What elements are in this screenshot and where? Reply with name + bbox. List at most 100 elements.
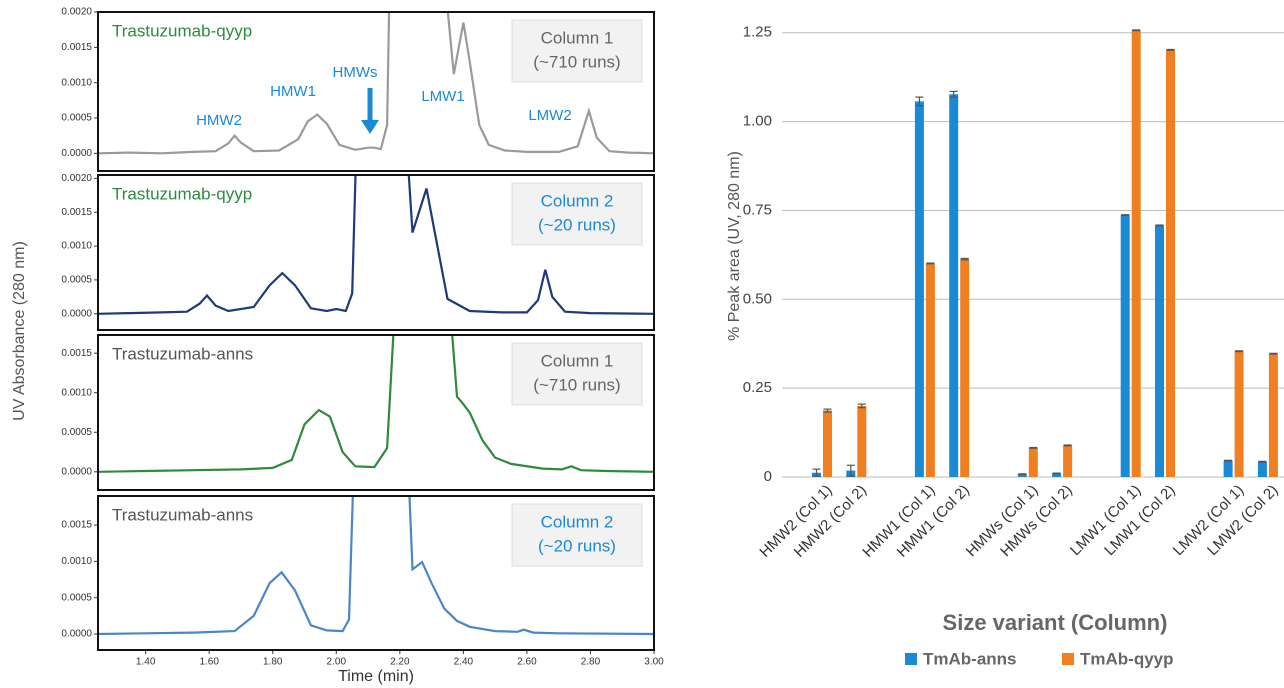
legend-label: TmAb-qyyp xyxy=(1080,649,1174,668)
x-tick-label: 2.20 xyxy=(390,657,410,668)
panel-frame xyxy=(97,11,655,172)
bar xyxy=(1028,447,1038,477)
error-bar xyxy=(915,96,924,107)
column-label: Column 2 xyxy=(541,191,614,210)
x-tick-label: 2.80 xyxy=(581,657,601,668)
error-bar xyxy=(1018,473,1027,476)
bar xyxy=(1155,225,1164,477)
y-tick-label: 0.0005 xyxy=(61,427,92,438)
trace xyxy=(98,175,654,315)
x-axis-label: Time (min) xyxy=(338,668,414,685)
panel-frame xyxy=(97,495,655,651)
peak-label: HMWs xyxy=(333,64,378,81)
y-tick-label: 0.0010 xyxy=(61,241,92,252)
y-tick-label: 0.0005 xyxy=(61,275,92,286)
legend-label: TmAb-anns xyxy=(923,649,1017,668)
column-label: Column 1 xyxy=(541,351,614,370)
trace xyxy=(98,496,654,636)
peak-label: LMW2 xyxy=(528,107,571,124)
y-tick-label: 0.0020 xyxy=(61,173,92,184)
bar xyxy=(1120,215,1130,477)
error-bar xyxy=(812,468,821,477)
legend-swatch xyxy=(1062,653,1074,665)
y-tick-label: 0.0000 xyxy=(61,148,92,159)
y-tick-label: 0.0015 xyxy=(61,207,92,218)
y-tick-label: 0.0000 xyxy=(61,466,92,477)
y-axis-label: % Peak area (UV, 280 nm) xyxy=(726,151,743,341)
y-tick-label: 0.0000 xyxy=(61,308,92,319)
bar xyxy=(1234,351,1244,477)
sample-name: Trastuzumab-qyyp xyxy=(112,21,252,40)
error-bar xyxy=(1121,214,1130,217)
y-tick-label: 0.0015 xyxy=(61,520,92,531)
bar xyxy=(1131,30,1141,478)
trace xyxy=(98,12,654,155)
error-bar xyxy=(1132,29,1141,32)
sample-name: Trastuzumab-anns xyxy=(112,505,253,524)
y-tick-label: 1.25 xyxy=(743,24,772,41)
y-tick-label: 0.0000 xyxy=(61,629,92,640)
error-bar xyxy=(1063,444,1072,447)
peak-label: HMW2 xyxy=(196,112,242,129)
y-tick-label: 0.0015 xyxy=(61,42,92,53)
column-box xyxy=(511,342,643,406)
x-tick-label: 1.60 xyxy=(199,657,219,668)
x-tick-label: 2.60 xyxy=(517,657,537,668)
error-bar xyxy=(1224,459,1233,462)
x-tick-label: 1.40 xyxy=(136,657,156,668)
y-tick-label: 0.25 xyxy=(743,379,772,396)
column-label: Column 2 xyxy=(541,512,614,531)
error-bar xyxy=(949,90,958,98)
bar xyxy=(1017,474,1027,477)
panel-frame xyxy=(97,334,655,491)
column-label: Column 1 xyxy=(541,28,614,47)
bar xyxy=(949,94,959,478)
error-bar xyxy=(960,257,969,261)
column-label: (~20 runs) xyxy=(538,215,616,234)
error-bar xyxy=(1166,48,1175,51)
x-tick-label: 2.00 xyxy=(327,657,347,668)
error-bar xyxy=(823,408,832,413)
bar xyxy=(960,259,970,477)
error-bar xyxy=(1235,350,1244,353)
y-tick-label: 0.0010 xyxy=(61,77,92,88)
y-tick-label: 0.0010 xyxy=(61,387,92,398)
y-tick-label: 1.00 xyxy=(743,113,772,130)
error-bar xyxy=(1269,352,1278,355)
x-tick-label: 3.00 xyxy=(644,657,664,668)
x-axis-label: Size variant (Column) xyxy=(943,610,1168,635)
bar xyxy=(1223,460,1233,477)
bar xyxy=(823,410,832,477)
trace xyxy=(98,335,654,473)
column-box xyxy=(511,503,643,567)
x-tick-label: 1.80 xyxy=(263,657,283,668)
column-label: (~20 runs) xyxy=(538,536,616,555)
bar xyxy=(914,101,924,477)
y-tick-label: 0.0015 xyxy=(61,348,92,359)
error-bar xyxy=(926,262,935,265)
peak-label: HMW1 xyxy=(270,83,316,100)
sample-name: Trastuzumab-anns xyxy=(112,344,253,363)
error-bar xyxy=(1029,446,1038,449)
y-axis-label: UV Absorbance (280 nm) xyxy=(11,241,28,421)
y-tick-label: 0.0005 xyxy=(61,592,92,603)
bar xyxy=(925,263,935,477)
bar xyxy=(857,405,867,477)
column-label: (~710 runs) xyxy=(533,52,620,71)
error-bar xyxy=(1155,224,1164,227)
error-bar xyxy=(846,464,855,477)
y-tick-label: 0.0005 xyxy=(61,113,92,124)
error-bar xyxy=(857,403,866,409)
error-bar xyxy=(1052,472,1061,475)
bar xyxy=(1063,445,1073,477)
y-tick-label: 0.50 xyxy=(743,290,772,307)
sample-name: Trastuzumab-qyyp xyxy=(112,184,252,203)
y-tick-label: 0.0020 xyxy=(61,7,92,18)
y-tick-label: 0.75 xyxy=(743,201,772,218)
y-tick-label: 0 xyxy=(764,468,772,485)
column-box xyxy=(511,19,643,83)
error-bar xyxy=(1258,460,1267,463)
peak-label: LMW1 xyxy=(421,88,464,105)
bar xyxy=(1166,49,1175,477)
